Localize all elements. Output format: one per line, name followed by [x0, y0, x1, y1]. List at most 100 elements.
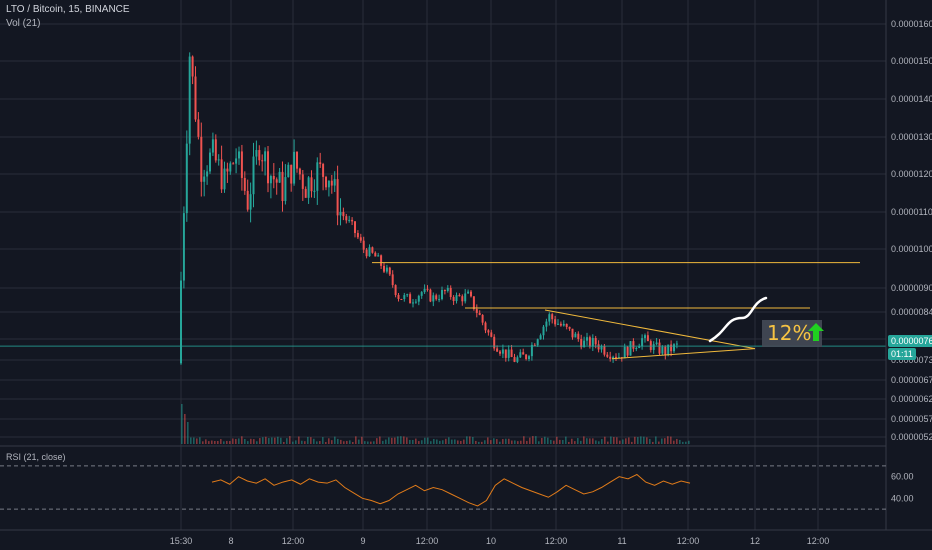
candle-body [336, 179, 339, 216]
volume-bar [673, 440, 675, 444]
candle-body [261, 160, 264, 162]
volume-bar [277, 436, 279, 444]
grid-lines [0, 0, 886, 530]
candle-body [310, 177, 313, 192]
candle-body [507, 349, 510, 358]
time-tick-label: 11 [617, 536, 626, 546]
triangle-lower-line [611, 348, 756, 360]
volume-bar [319, 441, 321, 444]
volume-bar [472, 437, 474, 444]
volume-bar [265, 436, 267, 444]
volume-bar [190, 437, 192, 444]
volume-bar [322, 437, 324, 444]
volume-bar [574, 441, 576, 444]
candle-body [597, 344, 600, 350]
rsi-legend[interactable]: RSI (21, close) [6, 452, 66, 462]
candle-body [652, 344, 655, 350]
volume-legend[interactable]: Vol (21) [6, 18, 41, 29]
candle-body [182, 213, 185, 281]
candle-body [655, 342, 658, 345]
volume-bar [424, 437, 426, 444]
candle-body [211, 139, 214, 153]
candle-body [586, 337, 588, 341]
candle-body [467, 291, 470, 294]
time-tick-label: 12:00 [416, 536, 439, 546]
candle-body [359, 237, 362, 241]
volume-bar [427, 437, 429, 444]
candle-body [240, 151, 243, 178]
volume-bar [367, 441, 369, 444]
volume-bar [373, 441, 375, 444]
candle-body [319, 162, 322, 165]
candle-body [536, 339, 539, 346]
volume-bar [505, 438, 507, 444]
candle-body [446, 287, 449, 291]
candle-body [435, 295, 438, 300]
time-tick-label: 8 [228, 536, 233, 546]
candle-body [438, 299, 441, 301]
candle-body [400, 298, 403, 300]
volume-bar [598, 441, 600, 444]
candle-body [345, 216, 348, 221]
volume-bar [187, 422, 189, 444]
candle-body [220, 159, 223, 190]
candle-body [403, 295, 406, 300]
volume-bar [415, 438, 417, 444]
candle-body [461, 296, 464, 302]
candle-body [354, 221, 356, 234]
volume-bar [214, 441, 216, 444]
candle-body [603, 346, 606, 355]
candle-body [197, 119, 200, 137]
candle-body [394, 285, 397, 295]
volume-bar [256, 441, 258, 444]
volume-bar [451, 439, 453, 444]
volume-bar [379, 436, 381, 444]
volume-bar [280, 437, 282, 444]
volume-bar [547, 437, 549, 444]
volume-bar [292, 441, 294, 444]
volume-bar [577, 438, 579, 444]
volume-bar [568, 441, 570, 444]
volume-bars [181, 404, 690, 444]
volume-bar [580, 440, 582, 444]
candle-body [232, 163, 235, 165]
time-axis[interactable]: 15:30 8 12:00 9 12:00 10 12:00 11 12:00 12 12:00 [0, 529, 932, 546]
candle-body [615, 356, 617, 359]
candle-body [293, 151, 296, 184]
candle-body [374, 252, 377, 257]
volume-bar [262, 437, 264, 444]
volume-bar [247, 441, 249, 444]
volume-bar [631, 441, 633, 444]
candle-body [490, 332, 493, 337]
candle-body [214, 139, 217, 161]
time-tick-label: 12:00 [677, 536, 700, 546]
candle-body [510, 349, 513, 358]
candle-body [629, 341, 632, 356]
candle-body [229, 163, 232, 172]
candle-body [200, 136, 203, 182]
candle-body [513, 357, 516, 362]
candle-body [246, 190, 249, 210]
volume-bar [655, 436, 657, 444]
volume-bar [337, 438, 339, 444]
candle-body [617, 357, 620, 359]
candle-body [188, 56, 191, 144]
symbol-title[interactable]: LTO / Bitcoin, 15, BINANCE [6, 4, 130, 15]
volume-bar [436, 439, 438, 444]
candle-body [304, 188, 307, 198]
volume-bar [634, 436, 636, 444]
candle-body [313, 190, 316, 192]
time-tick-label: 9 [360, 536, 365, 546]
volume-bar [487, 437, 489, 444]
volume-bar [481, 441, 483, 444]
candle-body [356, 233, 359, 238]
volume-bar [559, 439, 561, 444]
volume-bar [259, 438, 261, 444]
volume-bar [511, 440, 513, 444]
candle-body [249, 194, 252, 210]
volume-bar [538, 441, 540, 444]
candle-body [406, 294, 409, 296]
